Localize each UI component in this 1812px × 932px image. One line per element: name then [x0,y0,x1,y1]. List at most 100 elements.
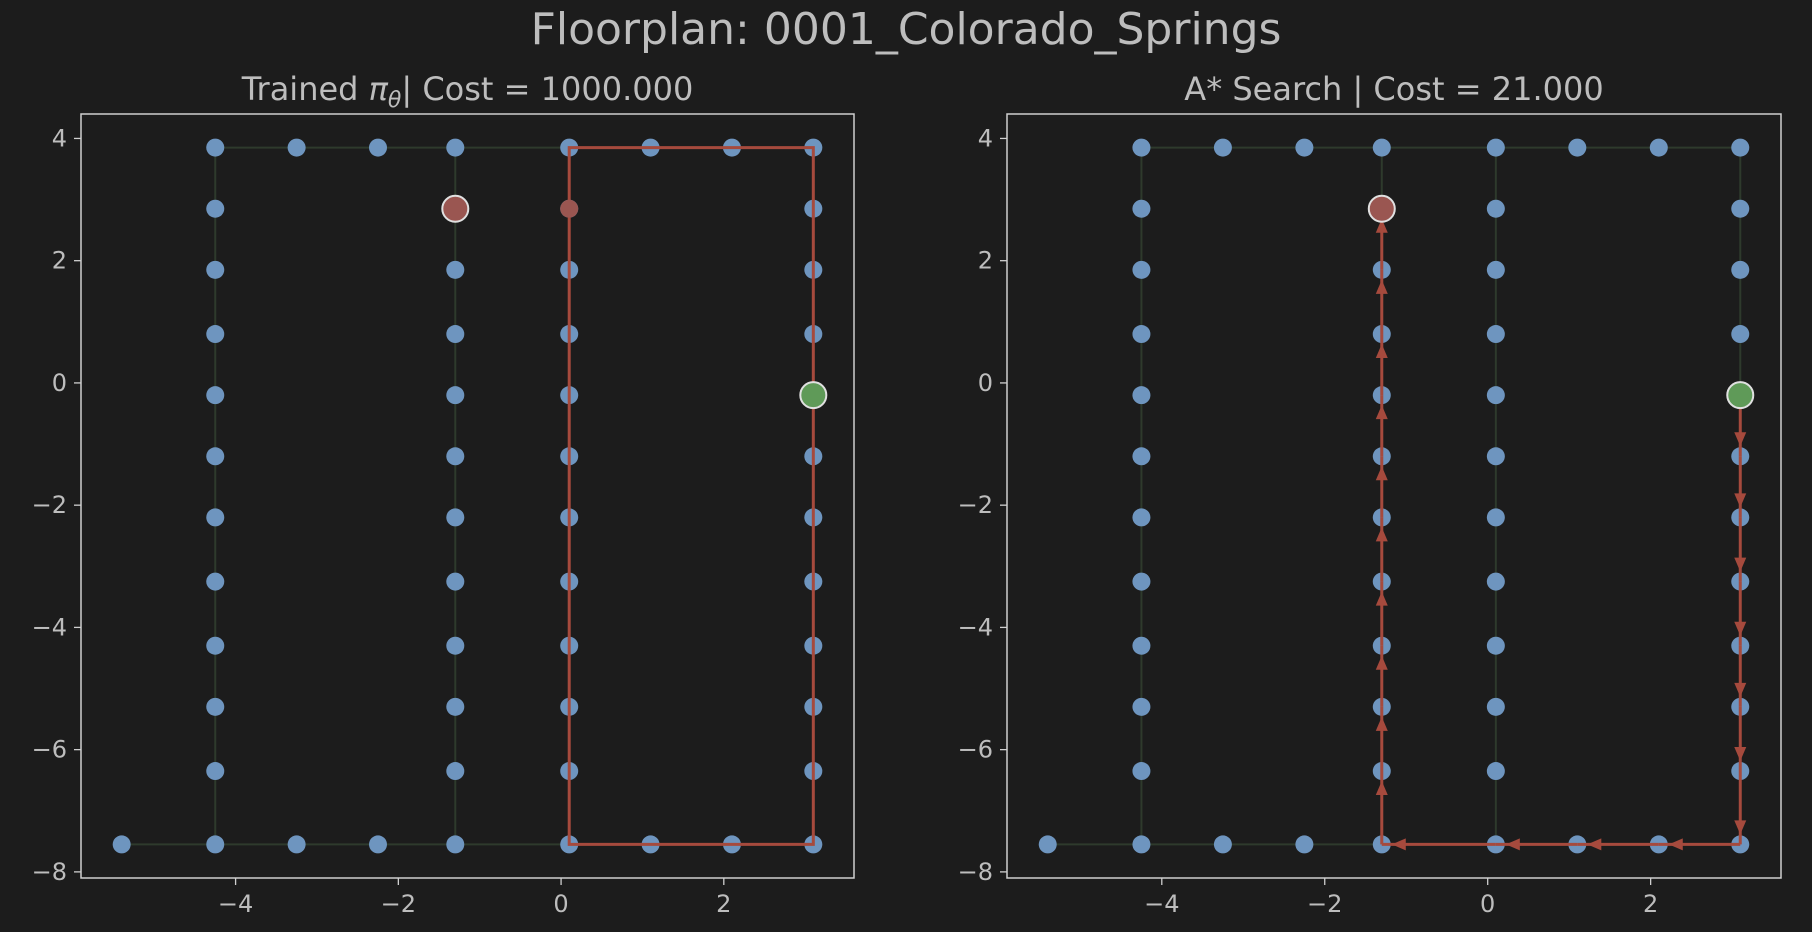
y-tick-label: −8 [32,858,67,886]
path-arrowhead [1668,838,1683,851]
x-tick-label: 2 [1643,890,1658,918]
y-tick-label: 2 [978,247,993,275]
path-arrowhead [1391,838,1406,851]
panel-2: A* Search | Cost = 21.000 −4 −2 0 2 −8 −6 −4 −2 0… [958,70,1782,918]
goal-marker [799,381,828,410]
title-suffix: | Cost = 1000.000 [401,70,693,108]
graph-node [287,835,306,854]
path-arrowhead [1375,655,1388,670]
graph-node [446,572,465,591]
path-arrowhead [1375,405,1388,420]
graph-node [1486,199,1505,218]
figure-suptitle: Floorplan: 0001_Colorado_Springs [530,4,1282,55]
y-tick-label: 0 [52,369,67,397]
graph-node [1295,835,1314,854]
graph-node [1486,386,1505,405]
path-arrowhead [1375,279,1388,294]
graph-node [446,762,465,781]
graph-node [206,325,225,344]
y-tick-label: −6 [32,736,67,764]
path-arrowhead [1375,466,1388,481]
graph-node [1132,835,1151,854]
x-tick-label: −2 [381,890,416,918]
path-arrowhead [1375,716,1388,731]
graph-node [446,835,465,854]
goal-marker [1726,381,1755,410]
path-arrowhead [1505,838,1520,851]
graph-node [1486,636,1505,655]
graph-node [1731,260,1750,279]
graph-node [1132,572,1151,591]
x-tick-label: 0 [553,890,568,918]
y-tick-label: −6 [958,736,993,764]
graph-node [206,386,225,405]
graph-node [1731,325,1750,344]
path-arrowhead [1734,493,1747,508]
graph-node [206,260,225,279]
path-arrowhead [1587,838,1602,851]
graph-node [206,697,225,716]
title-subscript: θ [388,88,402,113]
graph-node [1649,138,1668,157]
graph-node [206,835,225,854]
graph-node [1731,138,1750,157]
graph-node [1295,138,1314,157]
y-tick-label: 4 [52,124,67,152]
path-arrowhead [1375,218,1388,233]
x-tick-label: −2 [1307,890,1342,918]
graph-node [206,199,225,218]
graph-node [446,260,465,279]
x-tick-label: −4 [218,890,253,918]
start-marker [441,194,470,223]
graph-node [446,386,465,405]
graph-node [446,138,465,157]
path-arrowhead [1734,432,1747,447]
graph-node [1132,325,1151,344]
graph-node [1132,447,1151,466]
path-arrowhead [1734,557,1747,572]
graph-node [446,447,465,466]
graph-node [206,138,225,157]
graph-node [1486,508,1505,527]
y-tick-label: −2 [958,491,993,519]
graph-node [1213,138,1232,157]
graph-node [1486,447,1505,466]
path-arrowhead [1734,621,1747,636]
x-tick-label: −4 [1144,890,1179,918]
graph-node [1486,260,1505,279]
axes-frame [1006,113,1782,879]
graph-node [206,572,225,591]
y-tick-label: −4 [958,613,993,641]
graph-node [287,138,306,157]
graph-node [1038,835,1057,854]
x-tick-label: 0 [1480,890,1495,918]
graph-node [1132,386,1151,405]
graph-node [1132,697,1151,716]
graph-node [446,697,465,716]
path-arrowhead [1734,682,1747,697]
graph-node [206,762,225,781]
graph-node [1132,260,1151,279]
path-arrowhead [1734,820,1747,835]
x-tick-label: 2 [716,890,731,918]
y-tick-label: 0 [978,369,993,397]
title-prefix: Trained [241,70,369,108]
graph-node [446,508,465,527]
y-tick-label: −2 [32,491,67,519]
panel-1: Trained πθ| Cost = 1000.000 −4 −2 0 2 −8 −6 −4 −… [32,70,855,918]
y-tick-label: 4 [978,124,993,152]
policy-path [567,146,815,846]
graph-node [206,508,225,527]
graph-node [1132,199,1151,218]
graph-node [368,835,387,854]
graph-node [368,138,387,157]
path-arrowhead [1375,781,1388,796]
graph-node [206,636,225,655]
graph-node [112,835,131,854]
path-arrowhead [1375,344,1388,359]
graph-node [1486,138,1505,157]
graph-node [1132,508,1151,527]
y-tick-label: −8 [958,858,993,886]
